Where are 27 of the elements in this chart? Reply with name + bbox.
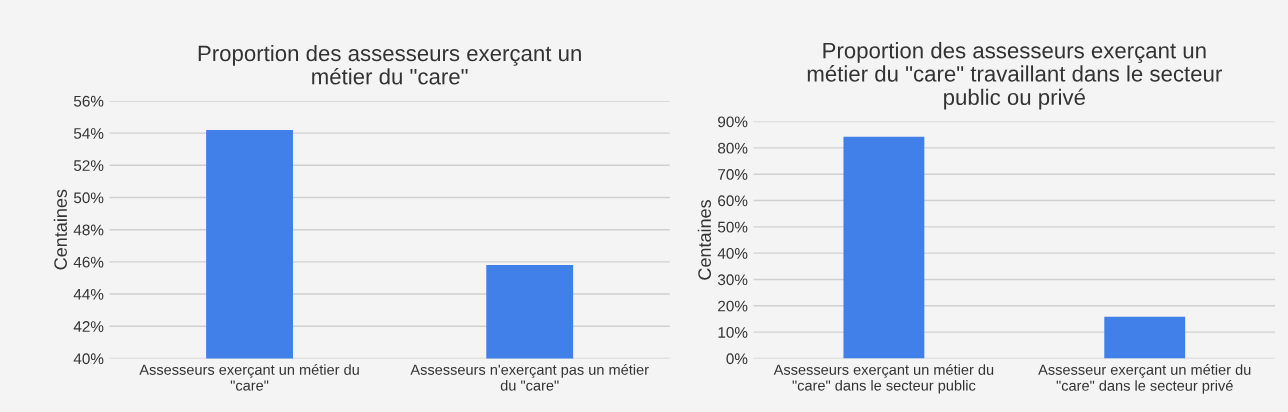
y-tick-label: 20%: [718, 300, 748, 312]
y-tick-label: 40%: [717, 248, 748, 259]
y-tick-label: 42%: [73, 321, 104, 332]
x-tick-label: Assesseurs exerçant un métier du "care" dans le secteur public: [773, 364, 994, 394]
y-tick-label: 10%: [718, 326, 748, 338]
y-tick-label: 30%: [717, 274, 748, 286]
x-tick-label: Assesseur exerçant un métier du "care" dans le secteur privé: [1038, 364, 1251, 394]
y-tick-label: 46%: [73, 256, 104, 268]
y-tick-label: 44%: [73, 289, 104, 300]
y-tick-label: 0%: [726, 353, 748, 365]
y-tick-label: 80%: [718, 142, 748, 154]
chart-title: Proportion des assesseurs exerçant un métier du "care" travaillant dans le secteur public ou privé: [807, 42, 1222, 110]
y-tick-label: 50%: [717, 221, 748, 233]
y-tick-label: 52%: [73, 160, 104, 171]
y-tick-label: 90%: [718, 116, 748, 128]
y-tick-label: 48%: [73, 224, 104, 236]
y-tick-label: 40%: [73, 353, 104, 365]
y-tick-label: 56%: [73, 95, 104, 107]
y-tick-label: 50%: [73, 192, 104, 204]
chart-title: Proportion des assesseurs exerçant un métier du "care": [198, 44, 581, 85]
y-axis-title: Centaines: [53, 189, 67, 270]
x-tick-label: Assesseurs exerçant un métier du "care": [139, 364, 359, 391]
y-tick-label: 54%: [73, 128, 104, 139]
y-axis-title: Centaines: [697, 199, 711, 280]
y-tick-label: 60%: [718, 195, 748, 207]
y-tick-label: 70%: [718, 169, 748, 180]
x-tick-label: Assesseurs n'exerçant pas un métier du "care": [410, 364, 649, 391]
